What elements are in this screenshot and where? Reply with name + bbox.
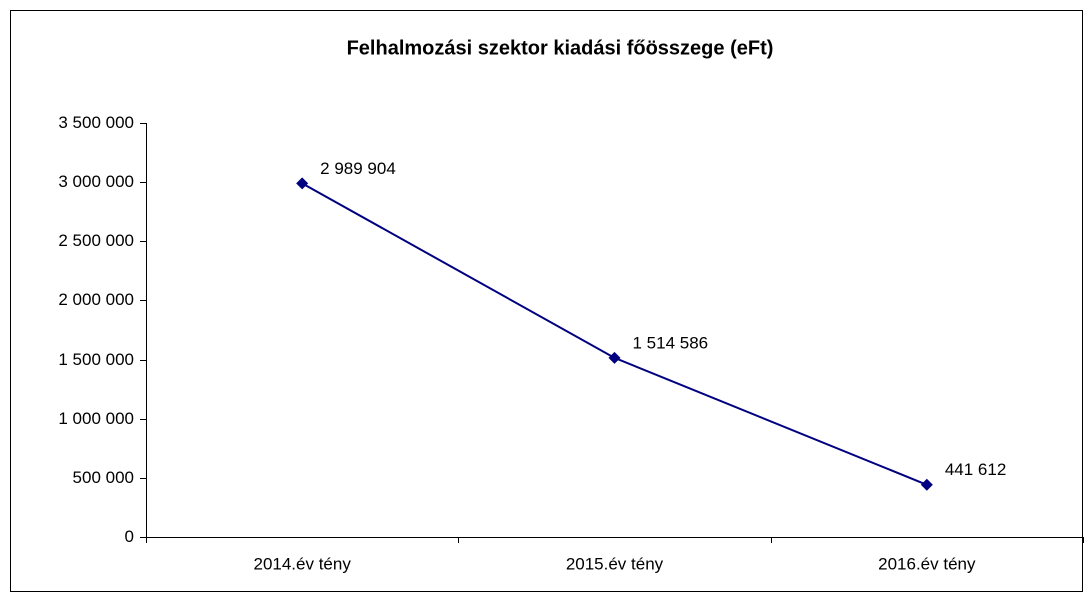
x-tick-label: 2014.év tény	[253, 554, 351, 573]
x-tick-label: 2016.év tény	[878, 554, 976, 573]
y-tick-label: 3 000 000	[58, 172, 134, 191]
y-tick-label: 3 500 000	[58, 113, 134, 132]
data-point	[920, 478, 933, 491]
data-point	[608, 351, 621, 364]
y-tick-label: 500 000	[73, 468, 134, 487]
chart-border	[10, 10, 1083, 592]
data-label: 2 989 904	[320, 159, 396, 178]
y-tick-label: 1 000 000	[58, 409, 134, 428]
data-label: 1 514 586	[633, 333, 709, 352]
x-tick-label: 2015.év tény	[566, 554, 664, 573]
data-point	[296, 177, 309, 190]
y-tick-label: 2 500 000	[58, 231, 134, 250]
y-tick-label: 0	[125, 527, 134, 546]
y-tick-label: 2 000 000	[58, 290, 134, 309]
chart-title: Felhalmozási szektor kiadási főösszege (…	[347, 37, 774, 59]
y-tick-label: 1 500 000	[58, 350, 134, 369]
data-label: 441 612	[945, 460, 1006, 479]
